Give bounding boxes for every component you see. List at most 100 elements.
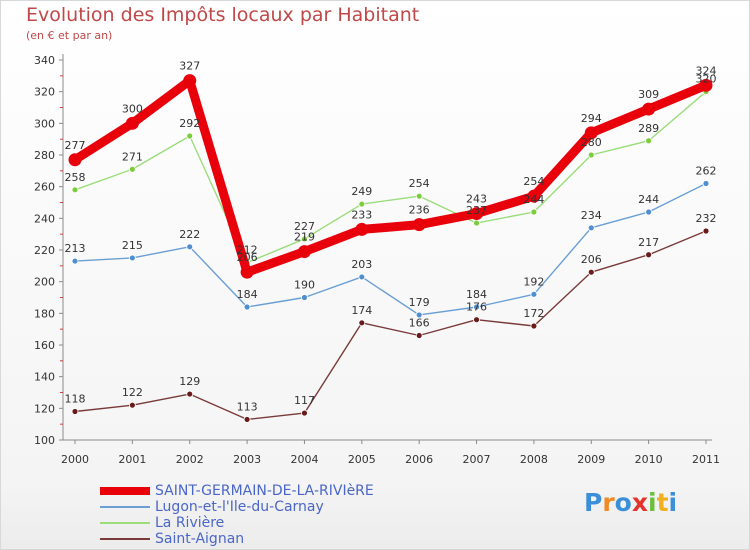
chart-legend: SAINT-GERMAIN-DE-LA-RIVIèRE Lugon-et-l'Il… (100, 483, 374, 547)
series-1-point (473, 303, 480, 311)
logo-letter: x (631, 488, 648, 517)
series-0-point (412, 218, 426, 232)
series-2-data-label: 271 (122, 150, 143, 163)
series-1-point (128, 254, 136, 262)
series-1-data-label: 213 (65, 242, 86, 255)
series-3-point (645, 251, 653, 259)
series-2-data-label: 280 (581, 136, 602, 149)
series-0-point (355, 222, 369, 236)
series-0-point (68, 153, 82, 167)
legend-swatch (100, 522, 150, 524)
series-1-point (71, 257, 79, 265)
series-2-point (128, 165, 136, 173)
series-0-point (183, 74, 197, 88)
series-1-point (415, 311, 423, 319)
y-tick-label: 280 (34, 149, 55, 162)
series-2-data-label: 227 (294, 220, 315, 233)
series-3-point (587, 268, 595, 276)
x-tick-label: 2005 (348, 453, 376, 466)
series-3-point (702, 227, 710, 235)
series-1-data-label: 184 (237, 288, 258, 301)
series-3-data-label: 232 (696, 212, 717, 225)
legend-item: La Rivière (100, 515, 374, 531)
series-1-point (702, 180, 710, 187)
legend-label: Saint-Aignan (155, 531, 245, 547)
x-tick-label: 2007 (463, 453, 491, 466)
chart-title: Evolution des Impôts locaux par Habitant (26, 4, 420, 26)
series-3-data-label: 113 (237, 400, 258, 413)
series-3-data-label: 206 (581, 253, 602, 266)
x-tick-label: 2004 (290, 453, 318, 466)
series-0-data-label: 206 (237, 251, 258, 264)
series-2-data-label: 292 (179, 117, 200, 130)
legend-label: La Rivière (155, 515, 225, 531)
series-2-point (358, 200, 366, 208)
series-0-point (240, 265, 254, 279)
x-tick-label: 2010 (635, 453, 663, 466)
legend-item: Lugon-et-l'Ile-du-Carnay (100, 499, 374, 515)
x-tick-label: 2001 (118, 453, 146, 466)
series-2-data-label: 258 (65, 171, 86, 184)
legend-item: Saint-Aignan (100, 531, 374, 547)
logo-letter: o (614, 488, 632, 517)
series-2-data-label: 289 (638, 122, 659, 135)
series-1-point (530, 290, 538, 298)
logo-letter: i (668, 488, 678, 517)
logo-letter: t (656, 488, 669, 517)
series-1-data-label: 179 (409, 296, 430, 309)
series-0-data-label: 309 (638, 88, 659, 101)
series-2-point (415, 192, 423, 200)
series-0-data-label: 300 (122, 102, 143, 115)
series-3-data-label: 166 (409, 317, 430, 330)
series-0-point (297, 245, 311, 259)
series-0-data-label: 243 (466, 193, 487, 206)
series-2-data-label: 320 (696, 73, 717, 86)
chart-subtitle: (en € et par an) (26, 29, 113, 42)
x-tick-label: 2000 (61, 453, 89, 466)
legend-item: SAINT-GERMAIN-DE-LA-RIVIèRE (100, 483, 374, 499)
x-tick-label: 2002 (176, 453, 204, 466)
series-2-data-label: 212 (237, 244, 258, 257)
y-tick-label: 300 (34, 117, 55, 130)
series-1-data-label: 184 (466, 288, 487, 301)
logo-letter: i (648, 488, 657, 517)
series-2-point (71, 186, 79, 194)
series-2-data-label: 244 (523, 193, 544, 206)
series-3-data-label: 172 (523, 307, 544, 320)
series-3-point (473, 316, 480, 324)
y-tick-label: 240 (34, 212, 55, 225)
series-1-data-label: 234 (581, 209, 602, 222)
series-1-point (645, 208, 653, 216)
x-tick-label: 2003 (233, 453, 261, 466)
y-tick-label: 160 (34, 339, 55, 352)
series-1-point (358, 273, 366, 281)
y-tick-label: 100 (34, 434, 55, 447)
y-tick-label: 260 (34, 181, 55, 194)
series-0-data-label: 294 (581, 112, 602, 125)
legend-swatch (100, 538, 150, 540)
series-2-line (74, 90, 707, 264)
y-tick-label: 120 (34, 402, 55, 415)
series-1-point (301, 294, 308, 301)
legend-swatch (100, 487, 150, 495)
series-2-point (301, 235, 308, 243)
series-3-data-label: 117 (294, 394, 315, 407)
series-0-data-label: 327 (179, 60, 200, 73)
series-3-point (530, 322, 538, 330)
x-tick-label: 2006 (405, 453, 433, 466)
series-3-data-label: 122 (122, 386, 143, 399)
legend-label: SAINT-GERMAIN-DE-LA-RIVIèRE (155, 483, 374, 499)
series-3-point (415, 332, 423, 339)
series-1-point (587, 224, 595, 232)
series-2-data-label: 237 (466, 204, 487, 217)
series-3-data-label: 129 (179, 375, 200, 388)
series-1-point (186, 243, 194, 251)
legend-swatch (100, 506, 150, 508)
series-2-point (186, 132, 194, 140)
series-1-data-label: 215 (122, 239, 143, 252)
series-3-data-label: 118 (65, 393, 86, 406)
series-0-data-label: 254 (523, 175, 544, 188)
y-tick-label: 200 (34, 276, 55, 289)
